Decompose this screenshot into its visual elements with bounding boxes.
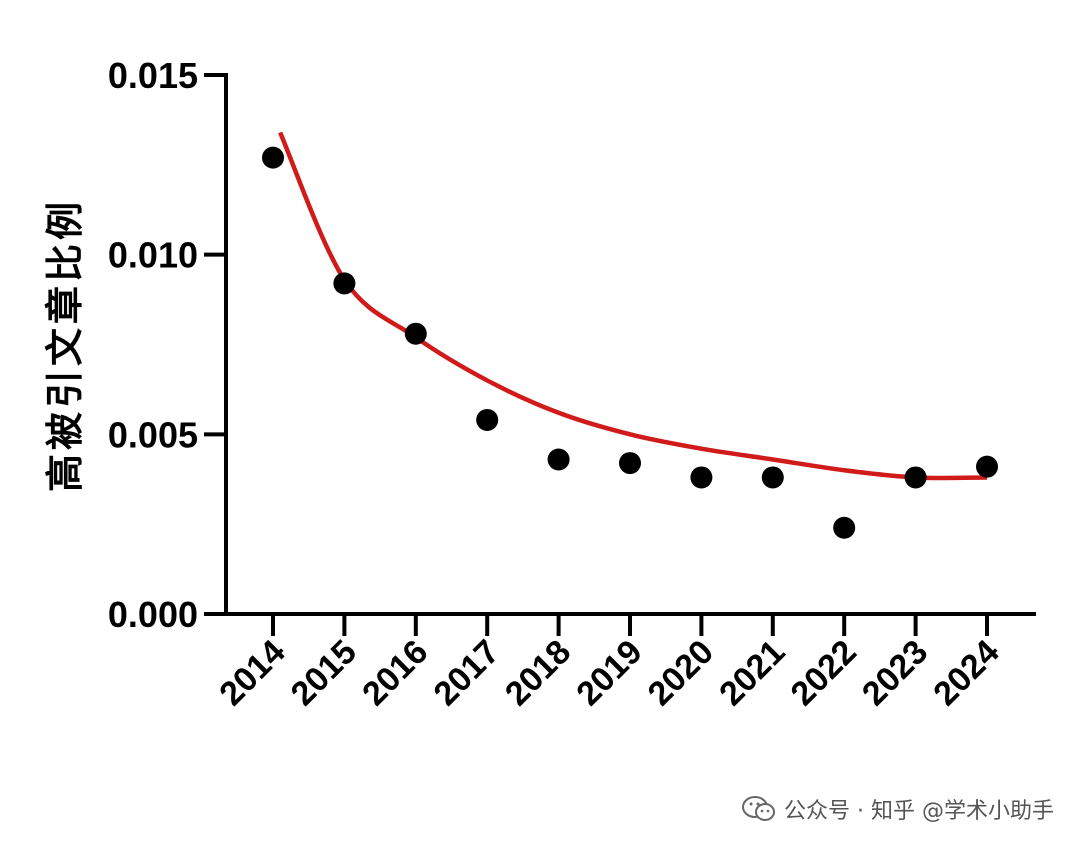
data-point: [690, 466, 713, 489]
y-axis-ticks: 0.000 0.005 0.010 0.015: [108, 55, 226, 635]
x-tick-label: 2024: [926, 633, 1006, 713]
trend-curve: [278, 131, 988, 481]
x-tick-label: 2014: [212, 633, 292, 713]
y-tick-label: 0.010: [108, 235, 198, 276]
data-point: [761, 466, 784, 489]
data-point: [547, 448, 570, 471]
data-point: [333, 272, 356, 295]
data-point: [404, 322, 427, 345]
watermark-text: 公众号 · 知乎 @学术小助手: [784, 799, 1054, 824]
x-tick-label: 2016: [355, 633, 435, 713]
x-axis-ticks: 2014201520162017201820192020202120222023…: [212, 614, 1007, 713]
y-tick-label: 0.000: [108, 594, 198, 635]
x-tick-label: 2017: [427, 633, 507, 713]
y-tick-label: 0.015: [108, 55, 198, 96]
y-tick-label: 0.005: [108, 414, 198, 455]
data-point: [619, 452, 641, 475]
x-tick-label: 2015: [284, 633, 364, 713]
axes: [224, 73, 1036, 616]
x-tick-label: 2018: [498, 633, 578, 713]
x-tick-label: 2023: [855, 633, 935, 713]
y-axis-label: 高被引文章比例: [43, 198, 87, 492]
x-tick-label: 2022: [784, 633, 864, 713]
data-point: [904, 466, 927, 489]
data-point: [976, 455, 998, 478]
data-point: [262, 146, 284, 169]
x-tick-label: 2019: [569, 633, 649, 713]
x-tick-label: 2020: [641, 633, 721, 713]
data-point: [476, 408, 499, 431]
wechat-icon: [742, 796, 776, 821]
data-point: [833, 516, 856, 539]
watermark: 公众号 · 知乎 @学术小助手: [742, 793, 1054, 825]
x-tick-label: 2021: [712, 633, 792, 713]
data-points: [262, 146, 998, 539]
